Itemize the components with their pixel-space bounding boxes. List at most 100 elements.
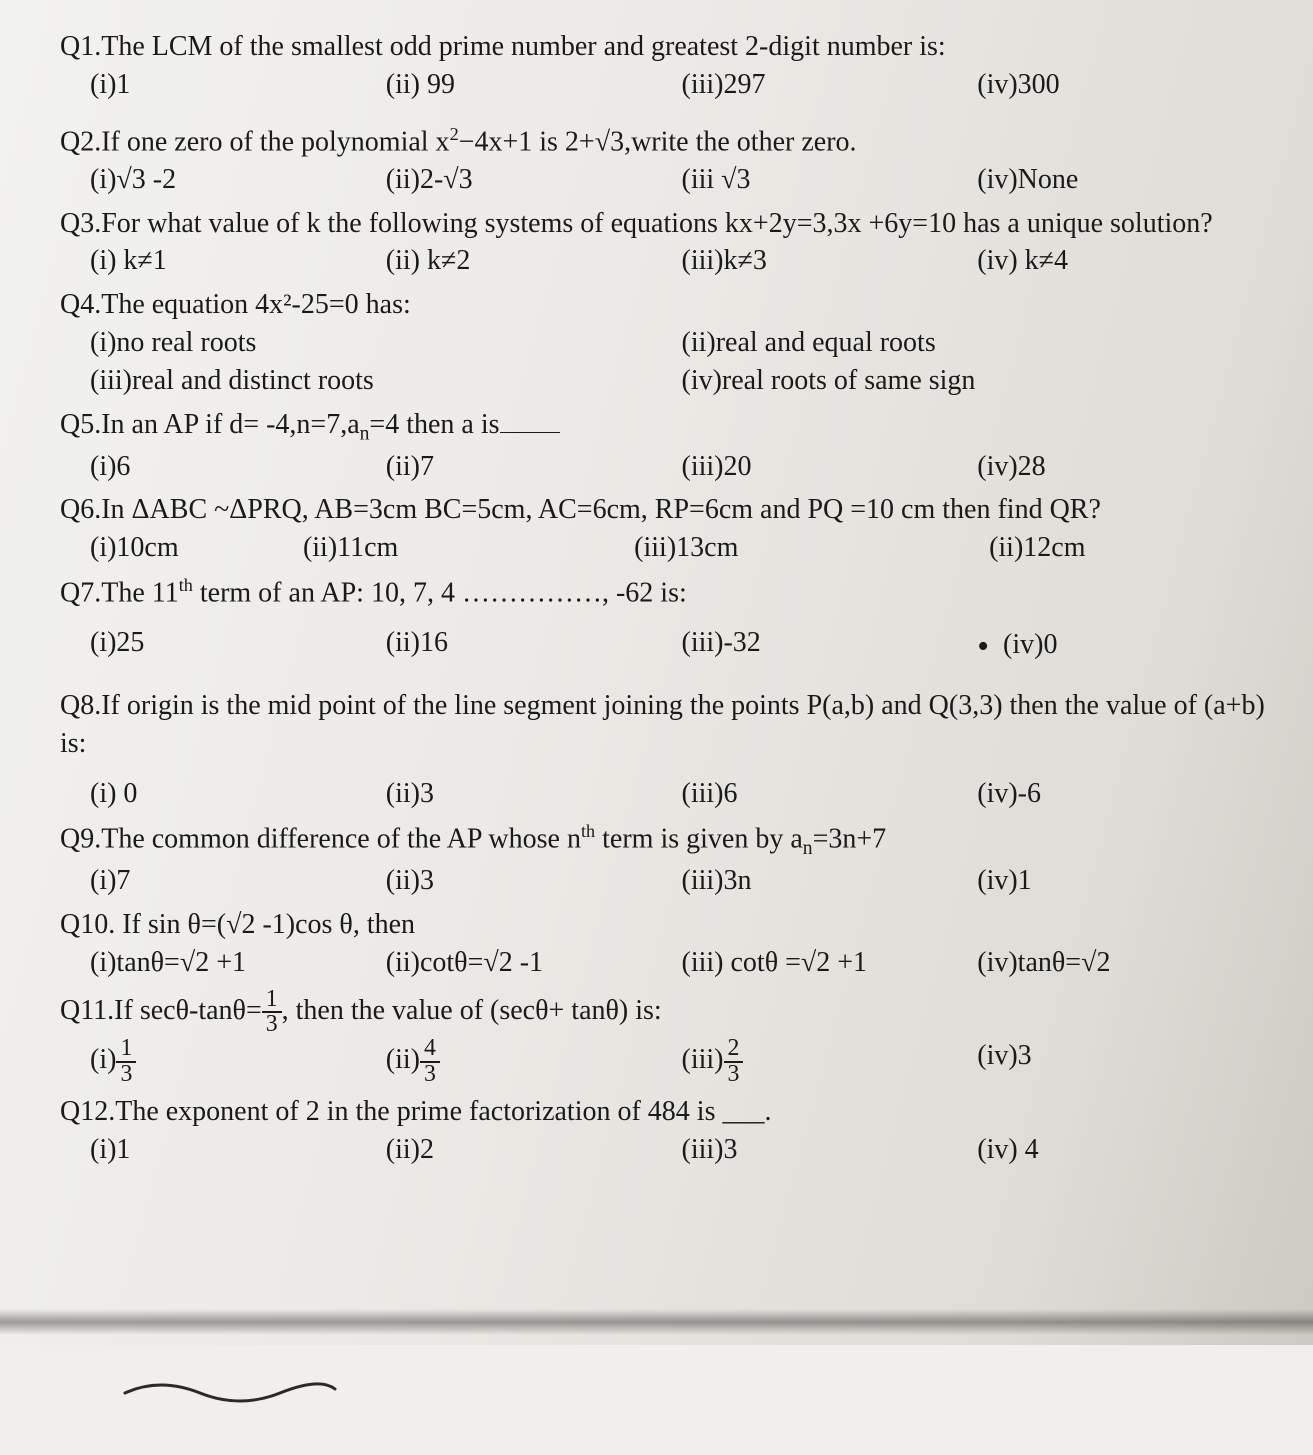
q9-opt-i: (i)7 [90,862,386,900]
q9-opt-iii: (iii)3n [682,862,978,900]
q11-opt-iii-frac: 23 [724,1037,744,1087]
q11-stem: Q11.If secθ-tanθ=13, then the value of (… [60,988,1273,1038]
q11-opt-i: (i)13 [90,1037,386,1087]
q7-opt-iii: (iii)-32 [682,624,978,669]
q11-opt-i-frac-n: 1 [116,1037,136,1063]
scribble-mark-icon [120,1375,340,1405]
q2-opt-ii: (ii)2-√3 [386,161,682,199]
q5-opt-i: (i)6 [90,448,386,486]
q12-opt-ii: (ii)2 [386,1131,682,1169]
q8-stem: Q8.If origin is the mid point of the lin… [60,687,1273,763]
q11-stem-b: , then the value of (secθ+ tanθ) is: [282,995,662,1026]
q5-stem: Q5.In an AP if d= -4,n=7,an=4 then a is [60,406,1273,448]
q3-opt-iii: (iii)k≠3 [682,242,978,280]
question-3: Q3.For what value of k the following sys… [60,205,1273,281]
q9-stem-b: term is given by a [595,823,803,854]
q2-exp: 2 [450,124,459,144]
q7-stem-a: Q7.The 11 [60,577,179,608]
q11-frac1-n: 1 [262,988,282,1014]
q11-opt-ii-frac: 43 [420,1037,440,1087]
q9-stem-c: =3n+7 [813,823,887,854]
question-4: Q4.The equation 4x²-25=0 has: (i)no real… [60,286,1273,399]
q11-opt-ii: (ii)43 [386,1037,682,1087]
q1-opt-ii: (ii) 99 [386,66,682,104]
q12-stem: Q12.The exponent of 2 in the prime facto… [60,1093,1273,1131]
worksheet-page: Q1.The LCM of the smallest odd prime num… [0,0,1313,1455]
q3-opt-i: (i) k≠1 [90,242,386,280]
question-9: Q9.The common difference of the AP whose… [60,819,1273,900]
q9-sup: th [581,821,595,841]
q11-opt-iii-frac-d: 3 [724,1063,744,1087]
q9-sub: n [803,838,813,859]
q2-stem: Q2.If one zero of the polynomial x2−4x+1… [60,122,1273,161]
question-1: Q1.The LCM of the smallest odd prime num… [60,28,1273,104]
q2-stem-b: −4x+1 is 2+√3,write the other zero. [459,126,857,157]
q9-opt-iv: (iv)1 [977,862,1273,900]
question-11: Q11.If secθ-tanθ=13, then the value of (… [60,988,1273,1087]
q3-stem: Q3.For what value of k the following sys… [60,205,1273,243]
question-5: Q5.In an AP if d= -4,n=7,an=4 then a is … [60,406,1273,486]
q10-opt-i: (i)tanθ=√2 +1 [90,944,386,982]
q11-opt-iv: (iv)3 [977,1037,1273,1087]
question-10: Q10. If sin θ=(√2 -1)cos θ, then (i)tanθ… [60,906,1273,982]
page-fold-shadow [0,1309,1313,1335]
q2-opt-i: (i)√3 -2 [90,161,386,199]
q7-opt-iv-text: (iv)0 [1003,629,1057,660]
q11-opt-i-prefix: (i) [90,1044,116,1075]
q11-opt-ii-frac-d: 3 [420,1063,440,1087]
q5-opt-ii: (ii)7 [386,448,682,486]
q4-opt-ii: (ii)real and equal roots [682,324,1274,362]
q9-options: (i)7 (ii)3 (iii)3n (iv)1 [90,862,1273,900]
q11-opt-i-frac-d: 3 [116,1063,136,1087]
q8-options: (i) 0 (ii)3 (iii)6 (iv)-6 [90,775,1273,813]
q10-opt-iv: (iv)tanθ=√2 [977,944,1273,982]
q9-stem-a: Q9.The common difference of the AP whose… [60,823,581,854]
q10-options: (i)tanθ=√2 +1 (ii)cotθ=√2 -1 (iii) cotθ … [90,944,1273,982]
q1-opt-iv: (iv)300 [977,66,1273,104]
q4-opt-i: (i)no real roots [90,324,682,362]
q11-opt-ii-prefix: (ii) [386,1044,420,1075]
q11-opt-iii-prefix: (iii) [682,1044,724,1075]
q11-opt-i-frac: 13 [116,1037,136,1087]
q11-opt-iii: (iii)23 [682,1037,978,1087]
q5-opt-iii: (iii)20 [682,448,978,486]
q6-opt-ii: (ii)11cm [303,529,634,567]
q3-opt-ii: (ii) k≠2 [386,242,682,280]
q7-stem-b: term of an AP: 10, 7, 4 ……………, -62 is: [193,577,687,608]
q7-options: (i)25 (ii)16 (iii)-32 • (iv)0 [90,624,1273,669]
q7-opt-i: (i)25 [90,624,386,669]
question-7: Q7.The 11th term of an AP: 10, 7, 4 …………… [60,573,1273,669]
q11-frac1-d: 3 [262,1013,282,1037]
q3-opt-iv: (iv) k≠4 [977,242,1273,280]
q8-opt-iii: (iii)6 [682,775,978,813]
q10-stem: Q10. If sin θ=(√2 -1)cos θ, then [60,906,1273,944]
q6-options: (i)10cm (ii)11cm (iii)13cm (ii)12cm [90,529,1273,567]
q11-frac1: 13 [262,988,282,1038]
q11-stem-a: Q11.If secθ-tanθ= [60,995,262,1026]
q2-opt-iv: (iv)None [977,161,1273,199]
q1-options: (i)1 (ii) 99 (iii)297 (iv)300 [90,66,1273,104]
q7-stem: Q7.The 11th term of an AP: 10, 7, 4 …………… [60,573,1273,612]
question-6: Q6.In ΔABC ~ΔPRQ, AB=3cm BC=5cm, AC=6cm,… [60,491,1273,567]
q4-options: (i)no real roots (ii)real and equal root… [90,324,1273,400]
q2-opt-iii: (iii √3 [682,161,978,199]
q7-opt-iv: • (iv)0 [977,624,1273,669]
q1-opt-iii: (iii)297 [682,66,978,104]
q12-opt-iv: (iv) 4 [977,1131,1273,1169]
q11-opt-iii-frac-n: 2 [724,1037,744,1063]
q1-opt-i: (i)1 [90,66,386,104]
q1-stem: Q1.The LCM of the smallest odd prime num… [60,28,1273,66]
q10-opt-iii: (iii) cotθ =√2 +1 [682,944,978,982]
bullet-icon: • [977,628,989,665]
q5-stem-b: =4 then a is [369,409,499,440]
q8-opt-i: (i) 0 [90,775,386,813]
q6-opt-iii: (iii)13cm [634,529,989,567]
q4-opt-iv: (iv)real roots of same sign [682,362,1274,400]
q5-opt-iv: (iv)28 [977,448,1273,486]
q12-opt-iii: (iii)3 [682,1131,978,1169]
q12-opt-i: (i)1 [90,1131,386,1169]
q8-opt-iv: (iv)-6 [977,775,1273,813]
q11-opt-ii-frac-n: 4 [420,1037,440,1063]
q2-stem-a: Q2.If one zero of the polynomial x [60,126,450,157]
q12-options: (i)1 (ii)2 (iii)3 (iv) 4 [90,1131,1273,1169]
